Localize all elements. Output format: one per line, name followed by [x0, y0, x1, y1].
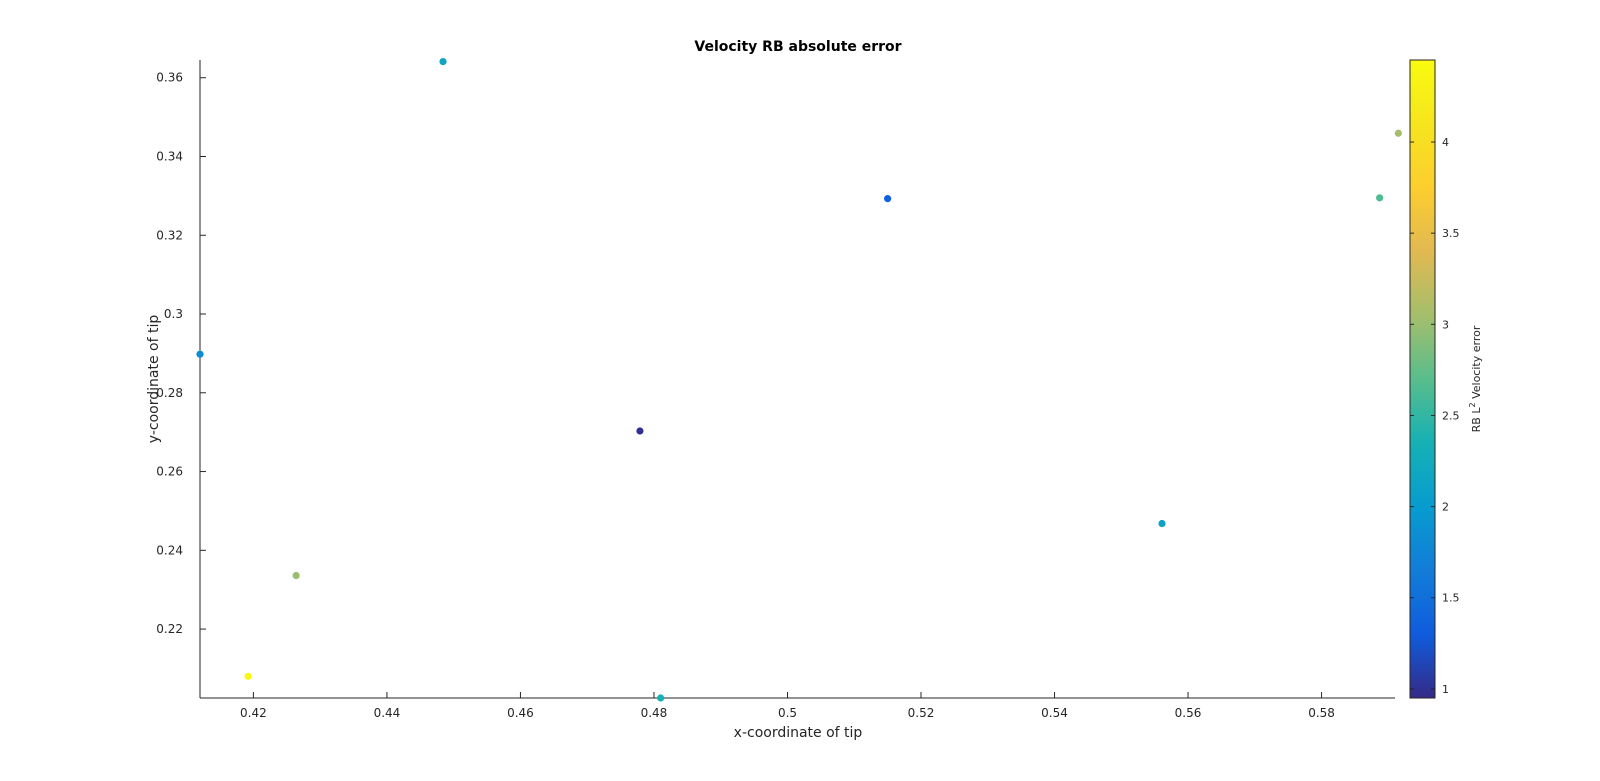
colorbar-ticks: 1 1.5 2 2.5 3 3.5 4	[1410, 136, 1460, 696]
scatter-point	[196, 350, 204, 358]
colorbar-tick-label: 2.5	[1442, 409, 1460, 422]
colorbar-tick-label: 1.5	[1442, 592, 1460, 605]
x-tick-label: 0.58	[1308, 706, 1335, 720]
x-tick-label: 0.5	[778, 706, 797, 720]
y-ticks: 0.22 0.24 0.26 0.28 0.3 0.32 0.34 0.36	[156, 71, 206, 636]
scatter-point	[657, 694, 665, 702]
scatter-point	[1158, 519, 1166, 528]
x-tick-label: 0.48	[641, 706, 668, 720]
scatter-point	[1376, 194, 1384, 202]
chart-title: Velocity RB absolute error	[694, 39, 901, 55]
colorbar-tick-label: 3	[1442, 318, 1449, 331]
y-tick-label: 0.28	[156, 386, 183, 400]
y-tick-label: 0.32	[156, 228, 183, 242]
data-points	[196, 57, 1402, 702]
colorbar-tick-label: 4	[1442, 136, 1449, 149]
y-tick-label: 0.24	[156, 543, 183, 557]
y-tick-label: 0.26	[156, 465, 183, 479]
x-ticks: 0.42 0.44 0.46 0.48 0.5 0.52 0.54 0.56 0.58	[240, 692, 1335, 720]
x-tick-label: 0.54	[1041, 706, 1068, 720]
plot-area: 0.42 0.44 0.46 0.48 0.5 0.52 0.54 0.56 0.58 0.22…	[156, 57, 1402, 720]
colorbar-tick-label: 3.5	[1442, 227, 1460, 240]
scatter-point	[292, 571, 300, 580]
x-tick-label: 0.46	[507, 706, 534, 720]
colorbar-gradient	[1409, 59, 1436, 699]
y-axis-label: y-coordinate of tip	[146, 315, 162, 444]
x-tick-label: 0.52	[908, 706, 935, 720]
y-tick-label: 0.36	[156, 71, 183, 85]
x-tick-label: 0.42	[240, 706, 267, 720]
x-tick-label: 0.44	[374, 706, 401, 720]
x-tick-label: 0.56	[1175, 706, 1202, 720]
scatter-point	[439, 57, 447, 66]
colorbar: 1 1.5 2 2.5 3 3.5 4 RB L2 Velocity error	[1409, 59, 1483, 699]
scatter-point	[1394, 129, 1402, 137]
colorbar-tick-label: 1	[1442, 683, 1449, 696]
y-tick-label: 0.34	[156, 149, 183, 163]
x-axis-label: x-coordinate of tip	[734, 725, 863, 741]
y-tick-label: 0.22	[156, 622, 183, 636]
y-tick-label: 0.3	[164, 307, 183, 321]
colorbar-label: RB L2 Velocity error	[1468, 325, 1483, 432]
colorbar-tick-label: 2	[1442, 501, 1449, 514]
scatter-point	[244, 672, 252, 680]
scatter-point	[884, 195, 892, 203]
scatter-point	[636, 427, 644, 435]
